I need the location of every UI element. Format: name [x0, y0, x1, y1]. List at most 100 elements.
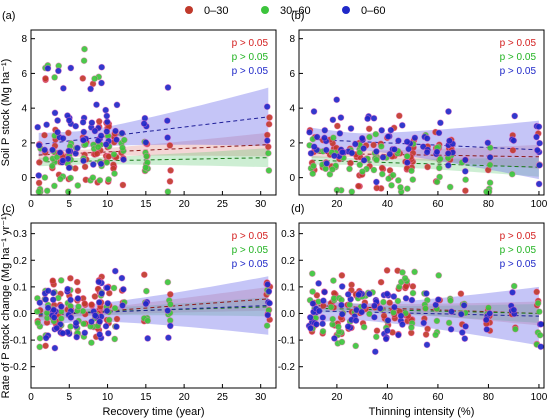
point-30-60 [370, 166, 378, 174]
point-30-60 [377, 142, 385, 150]
panel-b: 20 40 60 80 100 0 2 4 6 8 (b) p > 0.05 p > 0.05 p > 0… [289, 10, 547, 210]
x-tick-label: 100 [531, 199, 548, 210]
point-0-30 [373, 327, 381, 335]
point-0-60 [94, 137, 102, 145]
point-0-60 [74, 294, 82, 302]
plot-area [33, 267, 274, 352]
point-30-60 [372, 156, 380, 164]
point-0-30 [386, 166, 394, 174]
point-0-60 [118, 274, 126, 282]
point-0-60 [319, 314, 327, 322]
point-0-60 [457, 310, 465, 318]
point-0-30 [41, 131, 49, 139]
point-0-60 [533, 133, 541, 141]
point-0-60 [56, 149, 64, 157]
point-0-30 [457, 290, 465, 298]
p-value-label: p > 0.05 [232, 52, 269, 63]
point-0-60 [264, 280, 272, 288]
y-tick-label: 0.3 [281, 229, 295, 240]
point-30-60 [511, 325, 519, 333]
point-0-60 [484, 139, 492, 147]
point-0-60 [163, 117, 171, 125]
point-0-60 [338, 310, 346, 318]
point-30-60 [396, 183, 404, 191]
point-30-60 [378, 170, 386, 178]
point-0-60 [486, 153, 494, 161]
x-tick-label: 60 [432, 199, 444, 210]
point-0-60 [79, 118, 87, 126]
legend-marker-0-30 [185, 6, 193, 14]
point-0-60 [72, 122, 80, 130]
point-0-60 [336, 129, 344, 137]
point-0-60 [35, 171, 43, 179]
point-0-60 [315, 307, 323, 315]
point-30-60 [264, 149, 272, 157]
point-0-60 [120, 156, 128, 164]
point-30-60 [403, 185, 411, 193]
point-0-60 [384, 133, 392, 141]
point-0-30 [93, 150, 101, 158]
point-0-60 [323, 159, 331, 167]
point-0-60 [403, 138, 411, 146]
point-0-60 [383, 290, 391, 298]
point-0-60 [436, 119, 444, 127]
y-tick-label: 2 [289, 138, 295, 149]
point-0-60 [338, 282, 346, 290]
point-0-60 [140, 120, 148, 128]
point-0-60 [42, 295, 50, 303]
point-30-60 [43, 187, 51, 195]
point-0-30 [74, 287, 82, 295]
point-0-60 [508, 288, 516, 296]
point-0-60 [310, 108, 318, 116]
point-0-60 [390, 303, 398, 311]
point-0-60 [98, 79, 106, 87]
point-0-60 [358, 134, 366, 142]
point-30-60 [358, 168, 366, 176]
point-0-60 [41, 146, 49, 154]
point-0-60 [372, 178, 380, 186]
point-30-60 [435, 164, 443, 172]
p-value-label: p > 0.05 [232, 231, 269, 242]
point-30-60 [360, 323, 368, 331]
point-0-30 [365, 125, 373, 133]
y-tick-label: -0.1 [10, 336, 28, 347]
x-tick-label: 10 [102, 199, 114, 210]
point-0-60 [95, 278, 103, 286]
point-0-30 [66, 274, 74, 282]
point-0-30 [95, 117, 103, 125]
point-0-30 [377, 278, 385, 286]
point-0-60 [535, 180, 543, 188]
point-0-60 [372, 147, 380, 155]
y-tick-label: 6 [289, 69, 295, 80]
point-0-60 [49, 146, 57, 154]
point-30-60 [356, 148, 364, 156]
legend-label-0-30: 0–30 [204, 5, 228, 17]
point-0-60 [142, 138, 150, 146]
point-30-60 [345, 165, 353, 173]
point-30-60 [34, 319, 42, 327]
point-30-60 [365, 133, 373, 141]
point-0-60 [510, 137, 518, 145]
x-tick-label: 5 [67, 199, 73, 210]
point-30-60 [536, 331, 544, 339]
point-30-60 [409, 176, 417, 184]
point-0-60 [72, 319, 80, 327]
panel-c: 0 5 10 15 20 25 30 -0.2 -0.1 0.0 0.1 0.2 0.3 (c) p > 0… [0, 203, 277, 418]
point-0-60 [360, 156, 368, 164]
point-30-60 [356, 161, 364, 169]
point-30-60 [96, 176, 104, 184]
legend-marker-0-60 [342, 6, 350, 14]
point-30-60 [401, 274, 409, 282]
point-30-60 [75, 303, 83, 311]
y-tick-label: 0.3 [13, 229, 27, 240]
point-0-30 [113, 315, 121, 323]
p-value-label: p > 0.05 [500, 66, 537, 77]
point-0-60 [461, 335, 469, 343]
point-0-60 [461, 156, 469, 164]
point-0-60 [307, 149, 315, 157]
point-0-30 [42, 75, 50, 83]
point-0-60 [330, 152, 338, 160]
legend-label-0-60: 0–60 [361, 5, 385, 17]
point-0-60 [394, 331, 402, 339]
y-tick-label: 0.2 [281, 256, 295, 267]
